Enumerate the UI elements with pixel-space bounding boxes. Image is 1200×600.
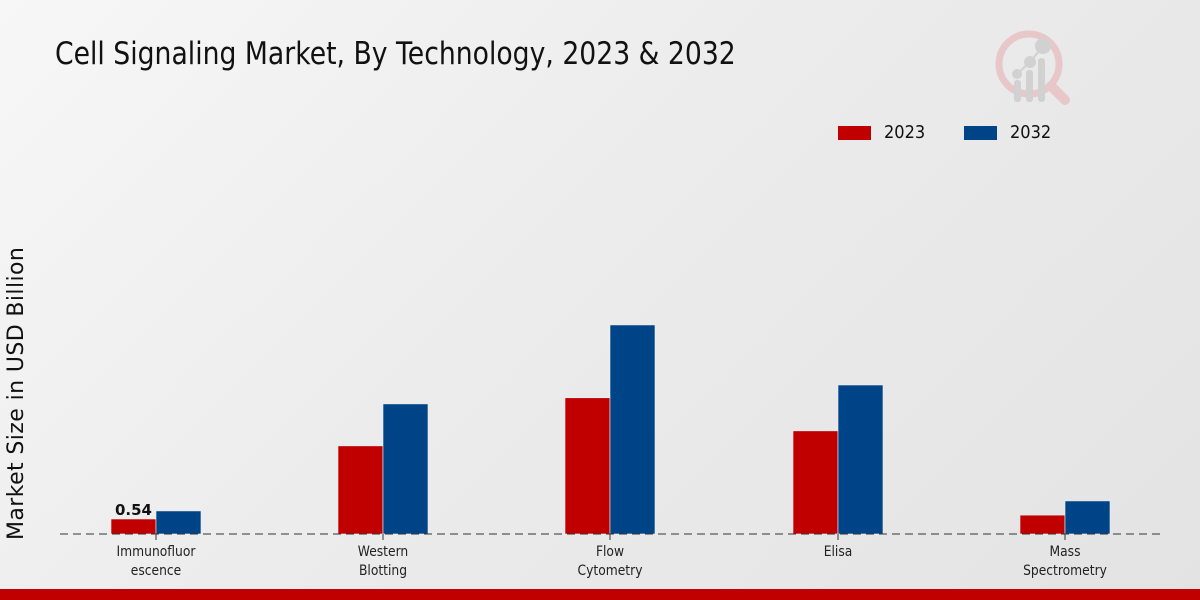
bar-2023-2 <box>564 397 611 535</box>
bar-2023-4 <box>1019 514 1066 535</box>
legend-label: 2023 <box>884 122 926 143</box>
bar-2032-3 <box>837 384 884 535</box>
bar-2032-2 <box>609 324 656 535</box>
bar-2032-0 <box>155 510 202 535</box>
x-tick-label: Blotting <box>359 563 407 579</box>
bar-2032-1 <box>382 403 429 535</box>
brand-logo-icon <box>995 30 1070 105</box>
x-tick-label: Mass <box>1050 544 1081 560</box>
x-tick-label: Cytometry <box>578 563 643 579</box>
legend-label: 2032 <box>1009 122 1052 143</box>
x-tick-label: Immunofluor <box>117 544 196 560</box>
legend-swatch-2032 <box>963 125 997 140</box>
legend-item-2023[interactable]: 2023 <box>838 122 930 143</box>
x-tick-label: escence <box>131 563 181 579</box>
chart-legend: 2023 2032 <box>838 122 1090 143</box>
footer-bar <box>0 589 1200 600</box>
chart-title: Cell Signaling Market, By Technology, 20… <box>55 36 736 72</box>
x-tick-label: Elisa <box>824 544 853 560</box>
bar-2023-1 <box>337 445 384 535</box>
x-tick-label: Spectrometry <box>1023 563 1107 579</box>
data-label: 0.54 <box>115 501 152 519</box>
bar-2023-0 <box>110 518 157 535</box>
x-tick-label: Western <box>358 544 408 560</box>
bar-2032-4 <box>1064 500 1111 535</box>
legend-swatch-2023 <box>838 125 871 140</box>
legend-item-2032[interactable]: 2032 <box>963 122 1056 143</box>
x-tick-label: Flow <box>596 544 624 560</box>
bar-2023-3 <box>792 430 839 535</box>
